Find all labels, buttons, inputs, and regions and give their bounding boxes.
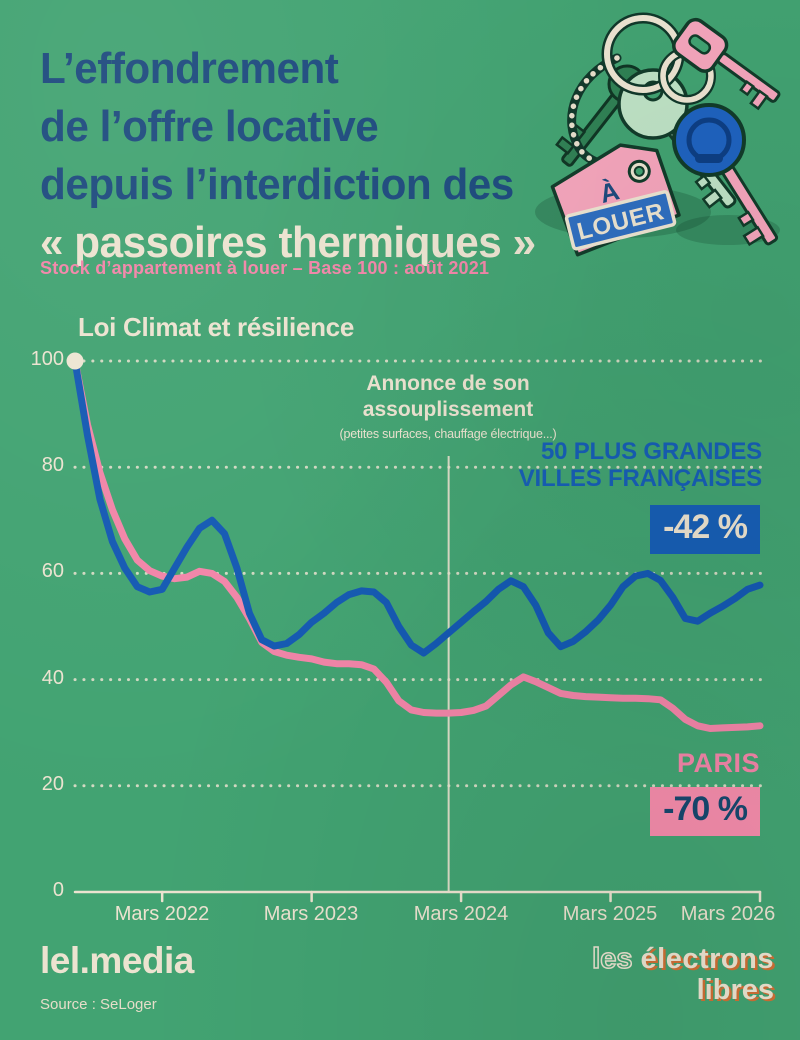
page-title: L’effondrement de l’offre locative depui… bbox=[40, 40, 578, 272]
annotation-easing-line2: assouplissement bbox=[362, 398, 534, 421]
logo-word-libres: libres bbox=[696, 974, 774, 1006]
y-tick-80: 80 bbox=[41, 454, 64, 476]
blue-key-icon bbox=[672, 103, 779, 247]
x-tick-mars-2024: Mars 2024 bbox=[413, 903, 509, 925]
chart-subtitle: Stock d’appartement à louer – Base 100 :… bbox=[40, 258, 490, 278]
x-tick-mars-2026: Mars 2026 bbox=[680, 903, 776, 925]
badge-minus-42: -42 % bbox=[650, 505, 760, 554]
y-tick-60: 60 bbox=[41, 560, 64, 582]
series-label-50-villes-line2: VILLES FRANÇAISES bbox=[518, 465, 762, 492]
title-line-4: « passoires thermiques » bbox=[40, 218, 536, 267]
logo-word-electrons: électrons bbox=[640, 943, 774, 975]
annotation-easing-line1: Annonce de son bbox=[366, 372, 530, 395]
y-tick-0: 0 bbox=[52, 879, 64, 901]
ball-chain-icon bbox=[568, 55, 638, 170]
annotation-easing-sub: (petites surfaces, chauffage électrique.… bbox=[339, 427, 557, 441]
logo-word-les: les bbox=[591, 943, 633, 976]
pink-key-icon bbox=[672, 17, 781, 111]
x-tick-mars-2022: Mars 2022 bbox=[114, 903, 210, 925]
logo-line-1: les électrons bbox=[591, 943, 774, 976]
keys-illustration: À LOUER bbox=[535, 12, 781, 257]
brand-lel-media: lel.media bbox=[40, 940, 194, 981]
y-tick-100: 100 bbox=[30, 348, 64, 370]
y-tick-20: 20 bbox=[41, 773, 64, 795]
series-label-50-villes: 50 PLUS GRANDES VILLES FRANÇAISES bbox=[519, 438, 762, 492]
y-tick-40: 40 bbox=[41, 667, 64, 689]
annotation-easing: Annonce de son assouplissement (petites … bbox=[295, 371, 601, 441]
annotation-climate-law: Loi Climat et résilience bbox=[78, 312, 355, 342]
x-tick-mars-2025: Mars 2025 bbox=[562, 903, 658, 925]
title-line-2: de l’offre locative bbox=[40, 102, 379, 151]
source-credit: Source : SeLoger bbox=[40, 996, 157, 1013]
rental-tag: À LOUER bbox=[550, 143, 681, 257]
badge-minus-70: -70 % bbox=[650, 787, 760, 836]
les-electrons-libres-logo: les électrons libres bbox=[591, 943, 774, 1006]
title-line-1: L’effondrement bbox=[40, 44, 339, 93]
title-line-3: depuis l’interdiction des bbox=[40, 160, 514, 209]
x-tick-mars-2023: Mars 2023 bbox=[263, 903, 359, 925]
series-label-paris: PARIS bbox=[676, 748, 760, 778]
series-label-50-villes-line1: 50 PLUS GRANDES bbox=[540, 438, 762, 465]
